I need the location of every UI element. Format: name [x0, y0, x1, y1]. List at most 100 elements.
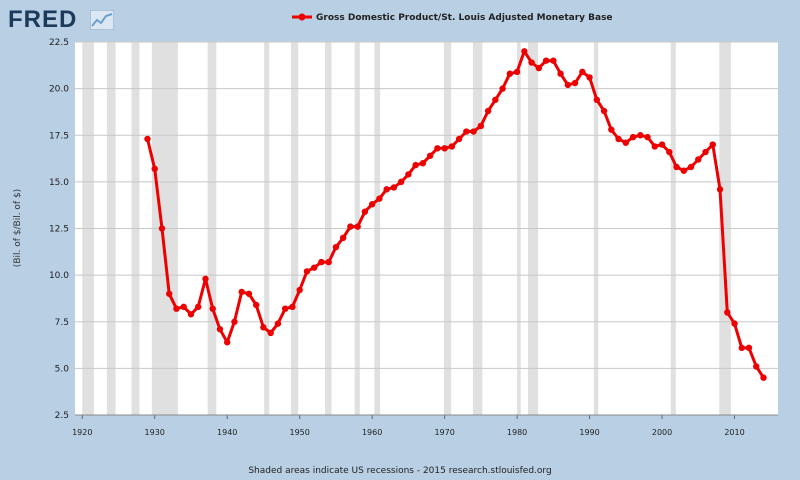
- data-point: [267, 329, 274, 337]
- data-point: [695, 156, 702, 163]
- data-point: [622, 139, 630, 146]
- data-point: [325, 258, 332, 266]
- y-tick-label: 7.5: [55, 318, 69, 328]
- data-point: [376, 195, 383, 202]
- x-tick-label: 1920: [72, 428, 92, 437]
- fred-graph-icon: [90, 10, 114, 30]
- data-point: [651, 143, 658, 150]
- x-tick-label: 1990: [579, 428, 599, 437]
- data-point: [724, 309, 731, 316]
- x-tick-label: 1980: [507, 428, 527, 437]
- data-point: [521, 48, 528, 55]
- data-point: [484, 107, 492, 115]
- x-tick-label: 1960: [362, 428, 382, 437]
- data-point: [600, 107, 608, 115]
- data-point: [716, 186, 724, 193]
- data-point: [477, 122, 485, 130]
- data-point: [702, 148, 709, 156]
- y-tick-label: 17.5: [49, 131, 69, 141]
- fred-logo: FRED: [8, 6, 78, 33]
- data-point: [223, 339, 231, 346]
- data-point: [361, 208, 369, 215]
- data-point: [571, 79, 579, 87]
- data-point: [535, 64, 543, 72]
- data-point: [608, 126, 615, 133]
- x-tick-label: 1970: [434, 428, 454, 437]
- data-point: [434, 145, 441, 152]
- data-point: [216, 326, 224, 333]
- data-point: [296, 286, 303, 294]
- data-point: [492, 96, 499, 104]
- data-point: [738, 344, 745, 352]
- data-point: [405, 171, 412, 178]
- data-point: [281, 305, 289, 312]
- data-point: [347, 223, 354, 230]
- x-tick-label: 1940: [217, 428, 237, 437]
- data-point: [231, 318, 238, 325]
- data-point: [354, 223, 361, 230]
- data-point: [586, 74, 593, 81]
- data-point: [644, 133, 651, 141]
- y-axis-label: (Bil. of $/Bil. of $): [13, 189, 23, 267]
- data-point: [513, 68, 521, 76]
- data-point: [550, 57, 557, 64]
- data-point: [419, 160, 427, 167]
- data-point: [680, 167, 687, 174]
- data-point: [753, 363, 760, 370]
- data-point: [426, 152, 434, 159]
- data-point: [383, 186, 390, 193]
- data-point: [448, 143, 456, 150]
- data-point: [637, 132, 644, 139]
- data-point: [289, 303, 296, 311]
- data-point: [151, 165, 158, 173]
- data-point: [245, 290, 253, 297]
- data-point: [252, 301, 260, 309]
- data-point: [564, 81, 572, 89]
- x-tick-label: 2000: [652, 428, 672, 437]
- data-point: [310, 264, 318, 271]
- data-point: [629, 133, 637, 141]
- data-point: [303, 268, 311, 275]
- data-point: [166, 290, 173, 297]
- data-point: [658, 141, 666, 148]
- data-point: [455, 135, 463, 143]
- footer-note: Shaded areas indicate US recessions - 20…: [248, 466, 552, 476]
- y-tick-label: 22.5: [49, 38, 69, 48]
- y-tick-label: 10.0: [49, 271, 69, 281]
- data-point: [666, 148, 673, 156]
- data-point: [173, 305, 180, 312]
- data-point: [318, 258, 325, 266]
- data-point: [260, 324, 267, 331]
- data-point: [745, 344, 753, 352]
- legend-label: Gross Domestic Product/St. Louis Adjuste…: [316, 13, 613, 23]
- data-point: [397, 178, 405, 186]
- data-point: [441, 145, 448, 152]
- x-tick-label: 2010: [724, 428, 744, 437]
- y-tick-label: 12.5: [49, 225, 69, 235]
- data-point: [760, 374, 767, 381]
- data-point: [506, 70, 514, 77]
- data-point: [499, 85, 506, 92]
- data-point: [332, 243, 340, 251]
- data-point: [339, 234, 347, 242]
- data-point: [615, 135, 622, 143]
- data-point: [593, 96, 601, 104]
- x-tick-label: 1950: [289, 428, 309, 437]
- data-point: [673, 163, 680, 171]
- data-point: [202, 275, 209, 283]
- legend-marker: [298, 13, 306, 21]
- data-point: [528, 59, 535, 66]
- data-point: [187, 311, 195, 318]
- y-tick-label: 15.0: [49, 178, 69, 188]
- y-tick-label: 5.0: [55, 364, 70, 374]
- data-point: [238, 288, 245, 296]
- data-point: [412, 161, 419, 169]
- data-point: [144, 135, 151, 143]
- y-tick-label: 2.5: [55, 411, 69, 421]
- data-point: [209, 305, 216, 312]
- data-point: [731, 320, 738, 327]
- data-point: [274, 320, 282, 327]
- data-point: [463, 128, 470, 135]
- data-point: [579, 68, 586, 76]
